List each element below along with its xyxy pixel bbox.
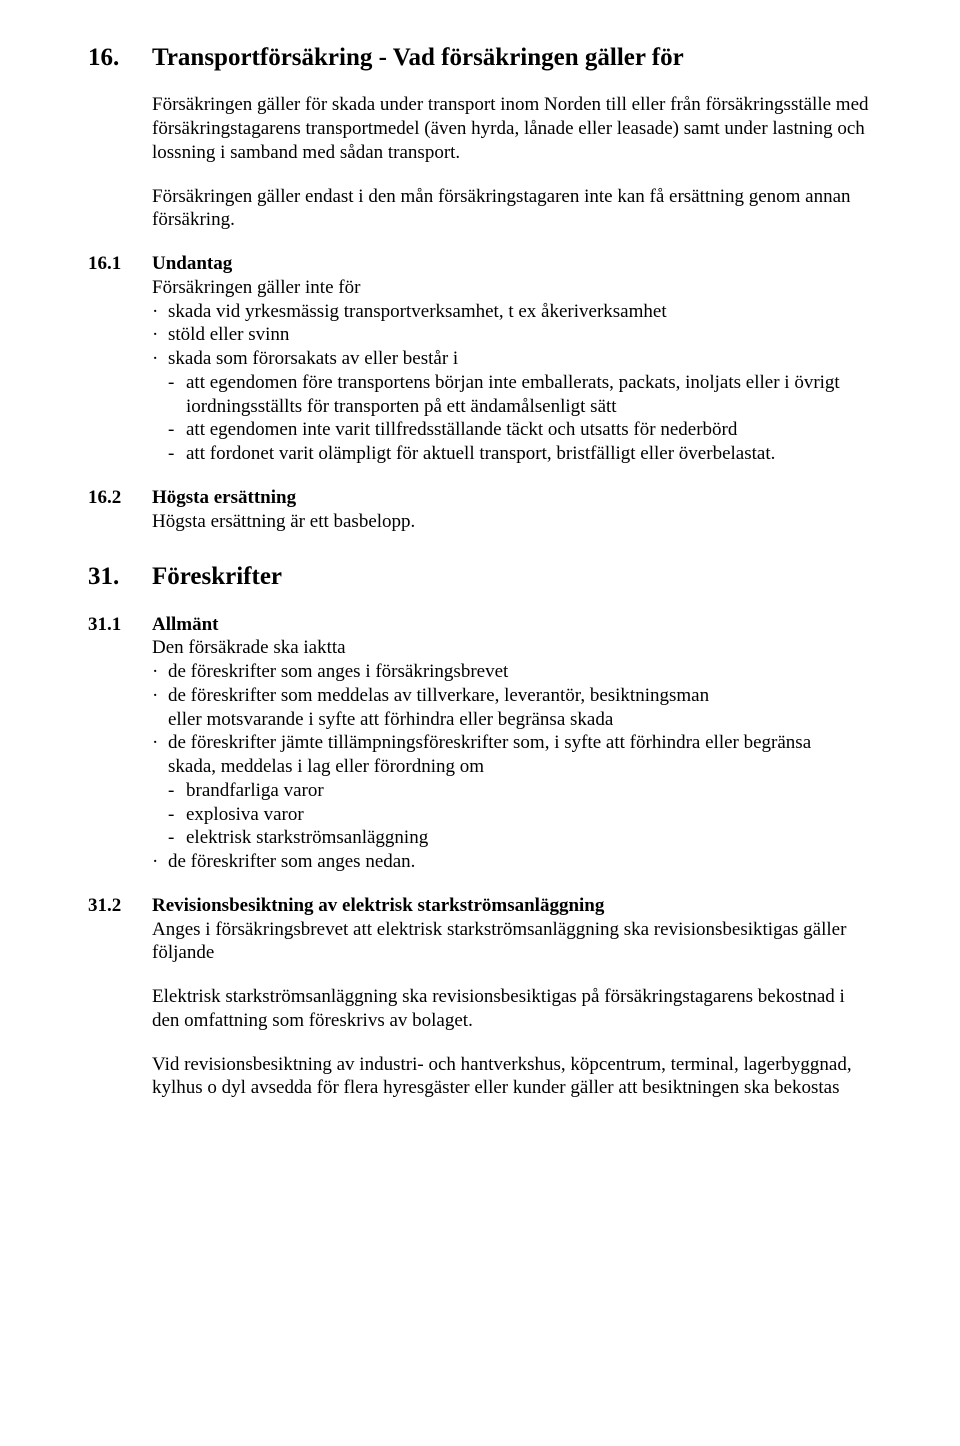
dash-item: att fordonet varit olämpligt för aktuell…: [168, 442, 872, 466]
section-16-1-title: Undantag: [152, 252, 872, 276]
section-16-heading: 16. Transportförsäkring - Vad försäkring…: [88, 42, 872, 73]
section-16-2-p1: Högsta ersättning är ett basbelopp.: [152, 510, 872, 534]
section-31-2-number: 31.2: [88, 894, 152, 918]
section-31-2-p2: Elektrisk starkströmsanläggning ska revi…: [152, 985, 872, 1033]
bullet-dot-icon: ·: [152, 731, 168, 779]
dash-icon: [168, 442, 186, 466]
bullet-item: · de föreskrifter som anges nedan.: [152, 850, 872, 874]
section-31-heading: 31. Föreskrifter: [88, 561, 872, 592]
section-31-number: 31.: [88, 561, 152, 592]
dash-icon: [168, 371, 186, 419]
bullet-item: · skada vid yrkesmässig transportverksam…: [152, 300, 872, 324]
section-31-1-bullets-cont: · de föreskrifter som anges nedan.: [152, 850, 872, 874]
bullet-dot-icon: ·: [152, 684, 168, 732]
section-31-1: 31.1 Allmänt Den försäkrade ska iaktta ·…: [88, 613, 872, 874]
section-31-1-intro: Den försäkrade ska iaktta: [152, 636, 872, 660]
section-16-number: 16.: [88, 42, 152, 73]
bullet-item: · stöld eller svinn: [152, 323, 872, 347]
section-31-2-p1: Anges i försäkringsbrevet att elektrisk …: [152, 918, 872, 966]
section-16-1-dashes: att egendomen före transportens början i…: [152, 371, 872, 466]
section-16-2-number: 16.2: [88, 486, 152, 510]
section-16-1-bullets: · skada vid yrkesmässig transportverksam…: [152, 300, 872, 371]
section-16-2-title: Högsta ersättning: [152, 486, 872, 510]
section-16-p1: Försäkringen gäller för skada under tran…: [152, 93, 872, 164]
bullet-item: · de föreskrifter som anges i försäkring…: [152, 660, 872, 684]
dash-item: brandfarliga varor: [168, 779, 872, 803]
dash-item: att egendomen före transportens början i…: [168, 371, 872, 419]
dash-icon: [168, 779, 186, 803]
section-31-1-number: 31.1: [88, 613, 152, 637]
section-31-title: Föreskrifter: [152, 561, 872, 592]
section-16-title: Transportförsäkring - Vad försäkringen g…: [152, 42, 872, 73]
bullet-item: · de föreskrifter jämte tillämpningsföre…: [152, 731, 872, 779]
section-31-1-title: Allmänt: [152, 613, 872, 637]
bullet-dot-icon: ·: [152, 660, 168, 684]
section-16-1: 16.1 Undantag Försäkringen gäller inte f…: [88, 252, 872, 466]
bullet-dot-icon: ·: [152, 347, 168, 371]
dash-icon: [168, 803, 186, 827]
dash-icon: [168, 418, 186, 442]
section-31-2-p3: Vid revisionsbesiktning av industri- och…: [152, 1053, 872, 1101]
section-31-1-bullets: · de föreskrifter som anges i försäkring…: [152, 660, 872, 779]
bullet-dot-icon: ·: [152, 300, 168, 324]
dash-item: att egendomen inte varit tillfredsställa…: [168, 418, 872, 442]
section-31-2: 31.2 Revisionsbesiktning av elektrisk st…: [88, 894, 872, 1100]
dash-icon: [168, 826, 186, 850]
section-16-2: 16.2 Högsta ersättning Högsta ersättning…: [88, 486, 872, 534]
bullet-dot-icon: ·: [152, 323, 168, 347]
bullet-item: · de föreskrifter som meddelas av tillve…: [152, 684, 872, 732]
section-16-1-number: 16.1: [88, 252, 152, 276]
bullet-dot-icon: ·: [152, 850, 168, 874]
section-31-2-title: Revisionsbesiktning av elektrisk starkst…: [152, 894, 872, 918]
section-16-p1-row: Försäkringen gäller för skada under tran…: [88, 93, 872, 164]
section-16-p2-row: Försäkringen gäller endast i den mån för…: [88, 185, 872, 233]
dash-item: explosiva varor: [168, 803, 872, 827]
section-31-1-dashes: brandfarliga varor explosiva varor elekt…: [152, 779, 872, 850]
page: 16. Transportförsäkring - Vad försäkring…: [0, 0, 960, 1446]
dash-item: elektrisk starkströmsanläggning: [168, 826, 872, 850]
section-16-p2: Försäkringen gäller endast i den mån för…: [152, 185, 872, 233]
section-16-1-intro: Försäkringen gäller inte för: [152, 276, 872, 300]
bullet-item: · skada som förorsakats av eller består …: [152, 347, 872, 371]
